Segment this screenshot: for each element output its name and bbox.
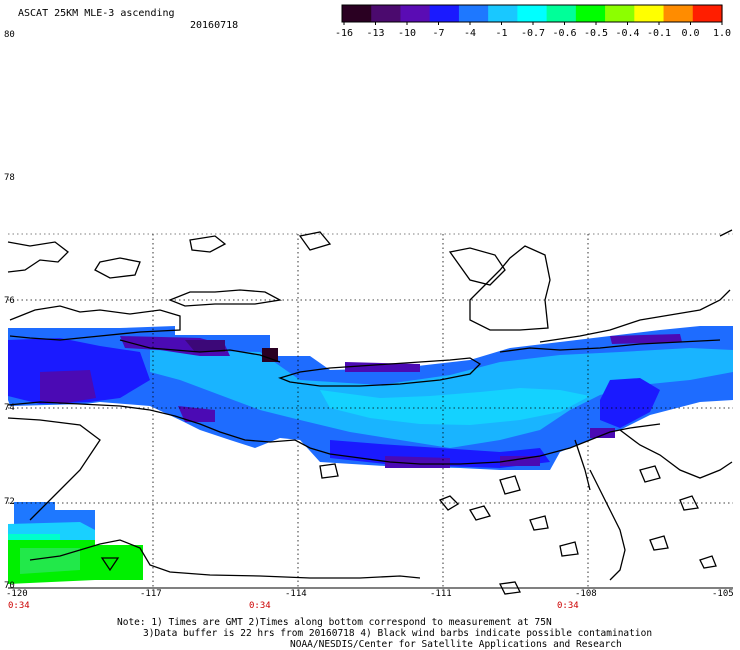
coast-inlet — [574, 439, 591, 491]
coast-north-6 — [448, 247, 506, 286]
color-bar — [341, 4, 723, 23]
swath-purple-4 — [40, 370, 96, 404]
coast-south-3 — [619, 429, 733, 479]
note-line-3: NOAA/NESDIS/Center for Satellite Applica… — [290, 639, 622, 650]
coast-north-2 — [94, 257, 141, 279]
lon-label-120: -120 — [6, 589, 28, 599]
coast-north-5 — [168, 289, 283, 307]
color-bar-label: 0.0 — [681, 28, 699, 39]
island-2 — [469, 505, 491, 521]
coast-channel-3 — [499, 339, 721, 353]
color-bar-segment — [342, 5, 372, 22]
color-bar-label: -10 — [398, 28, 416, 39]
coast-south-4 — [589, 469, 626, 581]
color-bar-label: -0.6 — [552, 28, 576, 39]
time-label-2: 0:34 — [249, 601, 271, 611]
color-bar-segment — [429, 5, 460, 22]
swath-purple-8 — [590, 428, 615, 438]
color-bar-label: -0.1 — [647, 28, 671, 39]
color-bar-segment — [400, 5, 431, 22]
coast-bottom-left — [29, 539, 421, 579]
color-bar-segment — [517, 5, 548, 22]
island-6 — [639, 465, 661, 483]
color-bar-label: -1 — [495, 28, 507, 39]
color-bar-segment — [692, 5, 723, 22]
coast-channel-1 — [119, 339, 281, 363]
swath-purple-2 — [185, 340, 225, 352]
time-label-3: 0:34 — [557, 601, 579, 611]
lat-label-76: 76 — [4, 296, 15, 306]
lat-label-74: 74 — [4, 403, 15, 413]
color-bar-segment — [663, 5, 694, 22]
island-11 — [499, 581, 521, 595]
lat-label-78: 78 — [4, 173, 15, 183]
color-bar-segment — [605, 5, 635, 22]
graticule — [8, 234, 733, 588]
map-date: 20160718 — [190, 20, 239, 31]
swath-purple-9 — [610, 334, 682, 344]
lon-label-108: -108 — [575, 589, 597, 599]
wind-data-swath — [8, 326, 733, 584]
swath-purple-10 — [500, 456, 540, 466]
coast-north-8 — [9, 305, 181, 341]
color-bar-label: -4 — [464, 28, 476, 39]
swath-purple-5 — [178, 406, 215, 422]
color-bar-label: -0.5 — [584, 28, 608, 39]
island-4 — [529, 515, 549, 531]
island-5 — [559, 541, 579, 557]
island-10 — [319, 463, 339, 479]
color-bar-label: -16 — [335, 28, 353, 39]
island-1 — [438, 495, 460, 511]
color-bar-segment — [546, 5, 577, 22]
color-bar-segment — [371, 5, 402, 22]
coast-north-7 — [469, 245, 551, 331]
note-line-2: 3)Data buffer is 22 hrs from 20160718 4)… — [143, 628, 653, 639]
coastlines — [7, 229, 733, 595]
coast-south-1 — [7, 401, 661, 465]
color-bar-segment — [488, 5, 518, 22]
color-bar-segment — [458, 5, 489, 22]
color-bar-segment — [575, 5, 606, 22]
lon-label-111: -111 — [430, 589, 452, 599]
color-bar-label: 1.0 — [713, 28, 731, 39]
island-8 — [649, 535, 669, 551]
lon-label-117: -117 — [140, 589, 162, 599]
map-title: ASCAT 25KM MLE-3 ascending — [18, 8, 175, 19]
color-bar-label: -0.7 — [521, 28, 545, 39]
time-label-1: 0:34 — [8, 601, 30, 611]
swath-purple-7 — [385, 456, 450, 468]
coast-north-4 — [298, 231, 332, 251]
swath-cyan — [320, 388, 590, 425]
color-bar-label: -0.4 — [615, 28, 639, 39]
color-bar-label: -7 — [432, 28, 444, 39]
coast-north-1 — [7, 241, 69, 273]
swath-purple-3 — [262, 348, 278, 362]
color-bar-labels: -16 -13 -10 -7 -4 -1 -0.7 -0.6 -0.5 -0.4 -0.1 0.0 1.… — [335, 22, 731, 39]
coast-triangle — [100, 557, 120, 572]
island-7 — [679, 495, 699, 511]
island-3 — [499, 475, 521, 495]
color-bar-segment — [634, 5, 665, 22]
coast-channel-2 — [278, 357, 482, 387]
lat-label-72: 72 — [4, 497, 15, 507]
coast-east — [539, 289, 731, 343]
coast-north-3 — [189, 235, 227, 253]
lon-label-105: -105 — [712, 589, 734, 599]
note-line-1: Note: 1) Times are GMT 2)Times along bot… — [117, 617, 552, 628]
coast-far-north-east — [719, 229, 733, 237]
swath-purple-6 — [345, 362, 420, 372]
lon-label-114: -114 — [285, 589, 307, 599]
swath-bl-green2 — [20, 548, 80, 574]
color-bar-label: -13 — [366, 28, 384, 39]
swath-dark-2 — [600, 378, 660, 428]
island-9 — [699, 555, 717, 569]
lat-label-80: 80 — [4, 30, 15, 40]
coast-south-2 — [7, 417, 101, 521]
lat-label-70: 70 — [4, 581, 15, 591]
